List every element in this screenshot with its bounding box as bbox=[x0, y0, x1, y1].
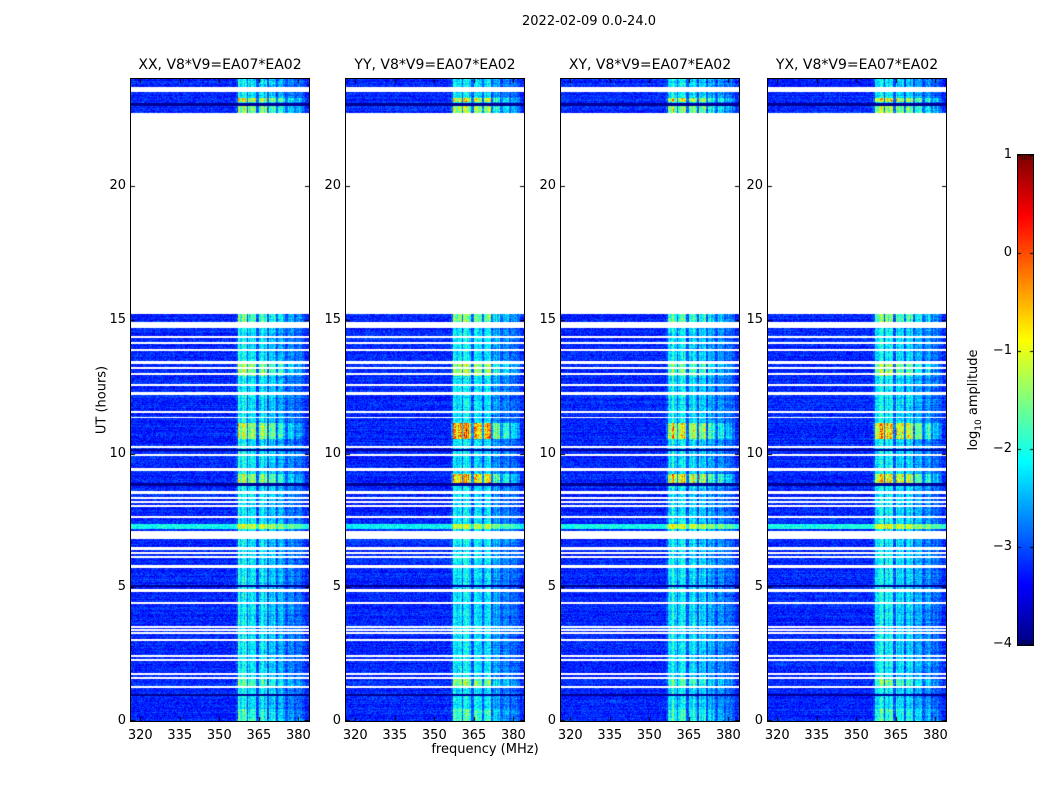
x-tick-label: 350 bbox=[636, 728, 662, 743]
x-tick-label: 365 bbox=[461, 728, 487, 743]
x-tick-label: 335 bbox=[167, 728, 193, 743]
y-tick-label: 5 bbox=[754, 579, 763, 595]
y-tick-label: 10 bbox=[746, 445, 763, 461]
y-tick-label: 10 bbox=[109, 445, 126, 461]
colorbar-tick-label: 1 bbox=[1003, 147, 1012, 162]
y-tick-label: 5 bbox=[547, 579, 556, 595]
y-tick-label: 15 bbox=[109, 311, 126, 327]
spectrogram-panel-yy: YY, V8*V9=EA07*EA02 0 5 10 15 20 320 335 350 365… bbox=[324, 57, 525, 743]
panel-title-yx: YX, V8*V9=EA07*EA02 bbox=[775, 57, 939, 73]
x-tick-label: 350 bbox=[843, 728, 869, 743]
colorbar-tick-label: −2 bbox=[992, 441, 1012, 456]
panel-title-yy: YY, V8*V9=EA07*EA02 bbox=[354, 57, 516, 73]
panel-title-xx: XX, V8*V9=EA07*EA02 bbox=[138, 57, 302, 73]
x-tick-label: 365 bbox=[676, 728, 702, 743]
x-tick-label: 365 bbox=[883, 728, 909, 743]
spectrogram-panel-yx: YX, V8*V9=EA07*EA02 0 5 10 15 20 320 335 350 365… bbox=[746, 57, 947, 743]
spectrogram-canvas-yx bbox=[767, 78, 947, 722]
y-tick-label: 0 bbox=[547, 713, 556, 728]
spectrogram-canvas-yy bbox=[345, 78, 525, 722]
colorbar-tick-label: −1 bbox=[992, 343, 1012, 358]
x-tick-label: 320 bbox=[127, 728, 153, 743]
y-tick-label: 10 bbox=[539, 445, 556, 461]
spectrogram-panel-xy: XY, V8*V9=EA07*EA02 0 5 10 15 20 320 335 350 365… bbox=[539, 57, 740, 743]
y-axis-label: UT (hours) bbox=[94, 365, 110, 435]
x-tick-label: 335 bbox=[804, 728, 830, 743]
y-tick-label: 20 bbox=[324, 178, 341, 193]
x-tick-label: 335 bbox=[597, 728, 623, 743]
x-axis-label: frequency (MHz) bbox=[431, 742, 539, 757]
y-tick-label: 15 bbox=[539, 311, 556, 327]
y-tick-label: 5 bbox=[332, 579, 341, 595]
y-tick-label: 20 bbox=[746, 178, 763, 193]
colorbar-tick-label: −4 bbox=[992, 636, 1012, 651]
y-tick-label: 20 bbox=[539, 178, 556, 193]
x-tick-label: 380 bbox=[501, 728, 526, 743]
y-tick-label: 0 bbox=[117, 713, 126, 728]
x-tick-label: 380 bbox=[923, 728, 948, 743]
x-tick-label: 320 bbox=[764, 728, 790, 743]
spectrogram-canvas-xx bbox=[130, 78, 310, 722]
spectrogram-canvas-xy bbox=[560, 78, 740, 722]
panel-title-xy: XY, V8*V9=EA07*EA02 bbox=[568, 57, 732, 73]
x-tick-label: 320 bbox=[342, 728, 368, 743]
y-tick-label: 5 bbox=[117, 579, 126, 595]
y-tick-label: 15 bbox=[746, 311, 763, 327]
colorbar-tick-label: −3 bbox=[992, 539, 1012, 554]
figure-title: 2022-02-09 0.0-24.0 bbox=[522, 14, 656, 29]
x-tick-label: 380 bbox=[716, 728, 741, 743]
y-tick-label: 10 bbox=[324, 445, 341, 461]
x-tick-label: 335 bbox=[382, 728, 408, 743]
y-tick-label: 0 bbox=[332, 713, 341, 728]
y-tick-label: 15 bbox=[324, 311, 341, 327]
x-tick-label: 320 bbox=[557, 728, 583, 743]
x-tick-label: 350 bbox=[421, 728, 447, 743]
y-tick-label: 0 bbox=[754, 713, 763, 728]
colorbar: log10 amplitude 1 0 −1 −2 −3 −4 bbox=[966, 147, 1034, 651]
x-tick-label: 380 bbox=[286, 728, 311, 743]
spectrogram-panel-xx: XX, V8*V9=EA07*EA02 0 5 10 15 20 320 335 350 365… bbox=[109, 57, 310, 743]
colorbar-label: log10 amplitude bbox=[966, 349, 984, 451]
colorbar-tick-label: 0 bbox=[1003, 245, 1012, 260]
x-tick-label: 350 bbox=[206, 728, 232, 743]
y-tick-label: 20 bbox=[109, 178, 126, 193]
x-tick-label: 365 bbox=[246, 728, 272, 743]
colorbar-gradient bbox=[1017, 154, 1034, 646]
